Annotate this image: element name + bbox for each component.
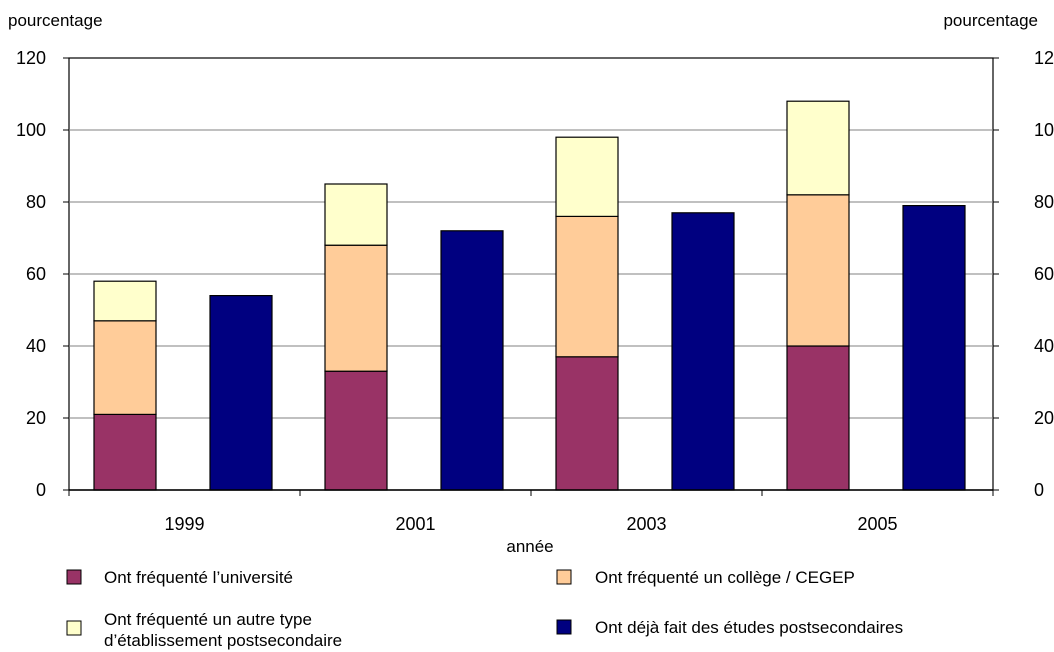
legend-swatch-university [66,569,82,585]
legend-swatch-other-institution [66,620,82,636]
bars [69,100,993,491]
bar-stacked-segment-1-1999 [93,413,157,491]
bar-stacked-segment-2-2005 [786,194,850,347]
legend-label-other-institution-line2: d’établissement postsecondaire [104,631,342,650]
y-axis-title-left: pourcentage [8,11,103,30]
x-category-label-2001: 2001 [395,514,435,534]
x-category-labels: 1999 2001 2003 2005 [68,490,994,534]
legend-label-university: Ont fréquenté l’université [104,568,293,587]
bar-stacked-segment-2-2001 [324,244,388,372]
bar-postsecondary-2005 [902,205,966,491]
y-tick-label-right: 40 [1034,336,1054,356]
y-tick-label-right: 120 [1034,48,1054,68]
y-tick-label-left: 80 [26,192,46,212]
bar-postsecondary-2001 [440,230,504,491]
y-tick-label-left: 100 [16,120,46,140]
y-tick-label-right: 20 [1034,408,1054,428]
y-tick-label-left: 0 [36,480,46,500]
legend-swatch-any-postsecondary [556,619,572,635]
x-category-label-2003: 2003 [626,514,666,534]
bar-stacked-segment-3-2001 [324,183,388,246]
y-tick-label-left: 40 [26,336,46,356]
x-category-label-2005: 2005 [857,514,897,534]
bar-postsecondary-1999 [209,295,273,491]
bar-stacked-segment-2-1999 [93,320,157,415]
x-category-label-1999: 1999 [164,514,204,534]
bar-stacked-segment-1-2001 [324,370,388,491]
x-axis-title: année [506,537,553,556]
bar-stacked-segment-3-2003 [555,136,619,217]
grid-lines [69,129,993,419]
y-tick-label-left: 60 [26,264,46,284]
legend-label-college: Ont fréquenté un collège / CEGEP [595,568,855,587]
y-ticks-right: 0 20 40 60 80 100 120 [993,48,1054,500]
legend-label-other-institution-line1: Ont fréquenté un autre type [104,610,312,629]
y-tick-label-right: 80 [1034,192,1054,212]
legend-swatch-college [556,569,572,585]
y-tick-label-right: 60 [1034,264,1054,284]
bar-stacked-segment-1-2003 [555,356,619,491]
bar-stacked-segment-1-2005 [786,345,850,491]
y-axis-title-right: pourcentage [943,11,1038,30]
legend: Ont fréquenté l’université Ont fréquenté… [66,568,903,650]
legend-label-any-postsecondary: Ont déjà fait des études postsecondaires [595,618,903,637]
bar-stacked-segment-3-1999 [93,280,157,322]
y-tick-label-right: 0 [1034,480,1044,500]
y-ticks-left: 0 20 40 60 80 100 120 [16,48,69,500]
bar-stacked-segment-2-2003 [555,215,619,358]
y-tick-label-left: 120 [16,48,46,68]
y-tick-label-right: 100 [1034,120,1054,140]
bar-stacked-segment-3-2005 [786,100,850,196]
y-tick-label-left: 20 [26,408,46,428]
bar-postsecondary-2003 [671,212,735,491]
